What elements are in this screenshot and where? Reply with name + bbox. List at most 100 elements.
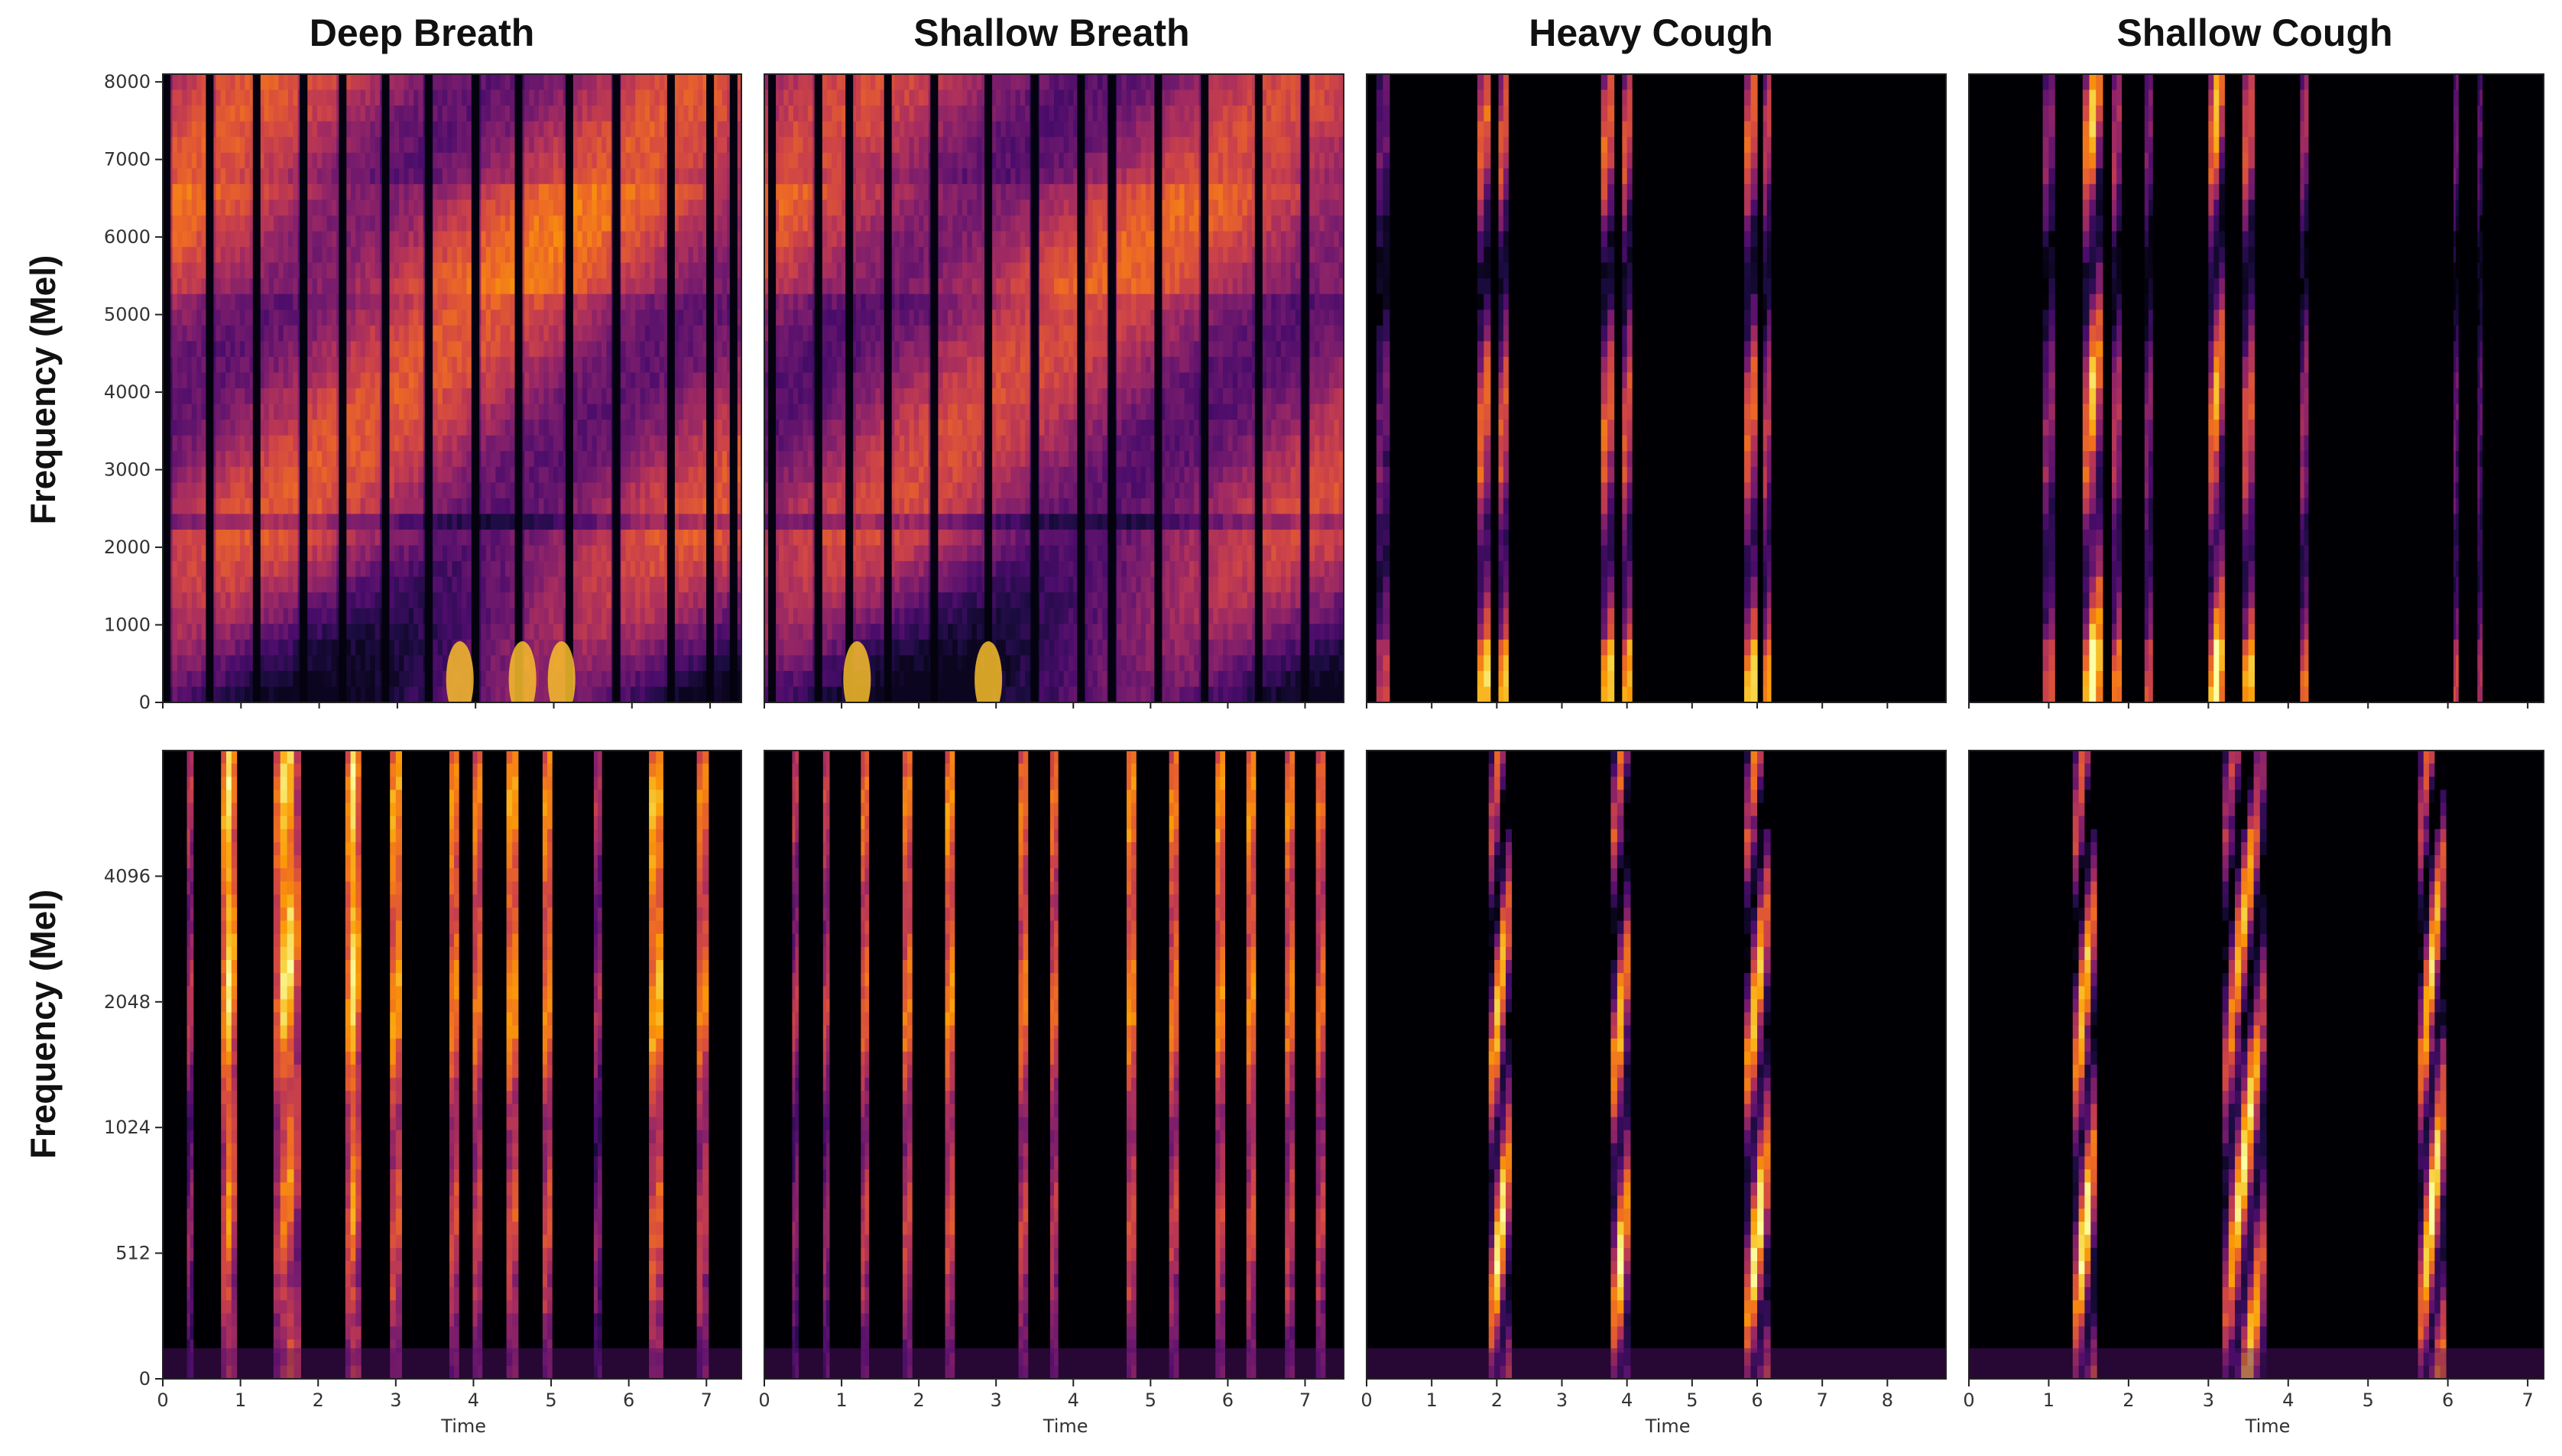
breath-gap-line <box>1301 74 1309 702</box>
breath-gap-line <box>514 74 523 702</box>
breath-gap-line <box>424 74 433 702</box>
xtick-label: 2 <box>313 1390 324 1411</box>
xaxis-label: Time <box>1645 1415 1691 1437</box>
ytick-label: 6000 <box>104 226 151 248</box>
ytick-label: 2000 <box>104 537 151 558</box>
energy-spot <box>508 641 537 702</box>
ytick-label: 2048 <box>104 991 151 1013</box>
breath-gap-line <box>163 74 171 702</box>
panel-background <box>1969 74 2544 702</box>
xtick-label: 8 <box>1882 1390 1893 1411</box>
breath-gap-line <box>884 74 892 702</box>
ytick-label: 8000 <box>104 71 151 92</box>
xtick-label: 0 <box>1963 1390 1974 1411</box>
xtick-label: 7 <box>2521 1390 2533 1411</box>
panel-shallow-breath <box>764 73 1344 709</box>
xtick-label: 3 <box>2203 1390 2214 1411</box>
noise-floor <box>764 1348 1344 1379</box>
panel-bottom-7: 0 1 2 3 4 5 6 7 Time <box>1963 750 2544 1437</box>
breath-gap-line <box>768 74 777 702</box>
ytick-label: 512 <box>115 1243 151 1264</box>
ytick-label: 1024 <box>104 1117 151 1138</box>
breath-gap-line <box>706 74 715 702</box>
energy-spot <box>446 641 474 702</box>
xtick-label: 3 <box>390 1390 401 1411</box>
breath-gap-line <box>729 74 738 702</box>
breath-gap-line <box>1077 74 1085 702</box>
noise-floor <box>1367 1348 1946 1379</box>
panel-bottom-5: 0 1 2 3 4 5 6 7 Time <box>758 750 1344 1437</box>
breath-gap-line <box>612 74 621 702</box>
ytick-label: 5000 <box>104 304 151 326</box>
xtick-label: 0 <box>758 1390 770 1411</box>
breath-gap-line <box>1154 74 1163 702</box>
xtick-label: 0 <box>157 1390 168 1411</box>
breath-gap-line <box>845 74 854 702</box>
axes-frame <box>764 73 1344 703</box>
energy-spot <box>975 641 1003 702</box>
xtick-label: 7 <box>701 1390 712 1411</box>
xtick-label: 4 <box>1621 1390 1633 1411</box>
breath-gap-line <box>565 74 573 702</box>
breath-gap-line <box>339 74 347 702</box>
column-title-shallow-cough: Shallow Cough <box>2116 11 2392 54</box>
ytick-label: 7000 <box>104 149 151 170</box>
breath-gap-line <box>206 74 214 702</box>
breath-gap-line <box>1201 74 1209 702</box>
energy-spot <box>547 641 576 702</box>
row-top-ylabel: Frequency (Mel) <box>23 255 63 525</box>
column-title-shallow-breath: Shallow Breath <box>913 11 1189 54</box>
xtick-label: 7 <box>1817 1390 1828 1411</box>
axes-frame <box>162 750 742 1380</box>
axes-frame <box>1968 750 2544 1380</box>
xtick-label: 5 <box>545 1390 556 1411</box>
panel-shallow-cough <box>1968 73 2544 709</box>
xaxis-label: Time <box>440 1415 486 1437</box>
noise-floor <box>1969 1348 2544 1379</box>
xtick-label: 7 <box>1299 1390 1311 1411</box>
xtick-label: 5 <box>1145 1390 1156 1411</box>
xtick-label: 4 <box>2282 1390 2294 1411</box>
panel-bottom-6: 0 1 2 3 4 5 6 7 8 Time <box>1360 750 1947 1437</box>
panel-deep-breath: 0 1000 2000 3000 4000 5000 6000 7000 8000 <box>104 71 742 713</box>
xtick-label: 6 <box>2442 1390 2453 1411</box>
xtick-label: 5 <box>1686 1390 1698 1411</box>
axes-frame <box>764 750 1344 1380</box>
ytick-label: 3000 <box>104 459 151 481</box>
xtick-label: 3 <box>991 1390 1002 1411</box>
xaxis-label: Time <box>1043 1415 1088 1437</box>
breath-gap-line <box>1107 74 1116 702</box>
breath-gap-line <box>381 74 390 702</box>
breath-gap-line <box>814 74 822 702</box>
xtick-label: 4 <box>1068 1390 1079 1411</box>
xtick-label: 4 <box>468 1390 479 1411</box>
xtick-label: 1 <box>835 1390 847 1411</box>
xtick-label: 0 <box>1360 1390 1372 1411</box>
energy-spot <box>843 641 871 702</box>
axes-frame <box>1366 750 1947 1380</box>
ytick-label: 0 <box>139 1368 151 1390</box>
xaxis-label: Time <box>2245 1415 2291 1437</box>
xtick-label: 2 <box>2123 1390 2134 1411</box>
axes-frame <box>162 73 742 703</box>
xtick-label: 5 <box>2363 1390 2374 1411</box>
panel-background <box>1367 751 1946 1379</box>
panel-bottom-4: 0 512 1024 2048 4096 0 1 2 3 4 5 6 7 Time <box>104 750 742 1437</box>
xtick-label: 1 <box>2043 1390 2054 1411</box>
xtick-label: 2 <box>913 1390 924 1411</box>
ytick-label: 4000 <box>104 381 151 403</box>
ytick-label: 1000 <box>104 615 151 636</box>
xtick-label: 3 <box>1556 1390 1568 1411</box>
panel-heavy-cough <box>1366 73 1947 709</box>
breath-gap-line <box>984 74 993 702</box>
noise-floor <box>163 1348 741 1379</box>
column-title-deep-breath: Deep Breath <box>310 11 535 54</box>
axes-frame <box>1968 73 2544 703</box>
xtick-label: 6 <box>623 1390 634 1411</box>
breath-gap-line <box>1030 74 1039 702</box>
xtick-label: 1 <box>1426 1390 1438 1411</box>
xtick-label: 2 <box>1491 1390 1503 1411</box>
breath-gap-line <box>1254 74 1263 702</box>
ytick-label: 0 <box>139 692 151 713</box>
